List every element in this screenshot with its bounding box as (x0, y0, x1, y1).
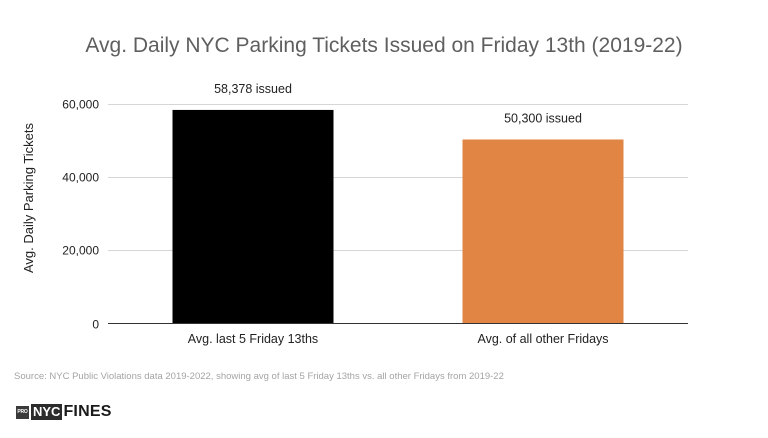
bars (172, 109, 624, 324)
y-tick-label: 0 (92, 318, 99, 332)
bar (462, 139, 624, 324)
x-tick-label: Avg. last 5 Friday 13ths (188, 332, 318, 346)
bar-data-label: 50,300 issued (504, 111, 582, 125)
y-axis-label: Avg. Daily Parking Tickets (21, 122, 36, 273)
chart-title: Avg. Daily NYC Parking Tickets Issued on… (85, 34, 682, 57)
logo-mark: PRO (16, 405, 29, 419)
nycfines-logo: PRO NYC FINES (16, 403, 112, 421)
x-tick-label: Avg. of all other Fridays (477, 332, 608, 346)
y-tick-label: 40,000 (62, 171, 99, 185)
x-tick-labels: Avg. last 5 Friday 13ths Avg. of all othe… (188, 332, 609, 346)
bar (172, 109, 334, 324)
data-labels: 58,378 issued 50,300 issued (214, 82, 582, 126)
y-tick-labels: 0 20,000 40,000 60,000 (62, 98, 99, 332)
source-note: Source: NYC Public Violations data 2019-… (14, 371, 504, 382)
y-tick-label: 60,000 (62, 98, 99, 112)
bar-chart: Avg. Daily NYC Parking Tickets Issued on… (21, 34, 688, 346)
logo-nyc: NYC (31, 404, 63, 420)
logo-fines: FINES (63, 403, 112, 420)
y-tick-label: 20,000 (62, 244, 99, 258)
bar-data-label: 58,378 issued (214, 82, 292, 96)
